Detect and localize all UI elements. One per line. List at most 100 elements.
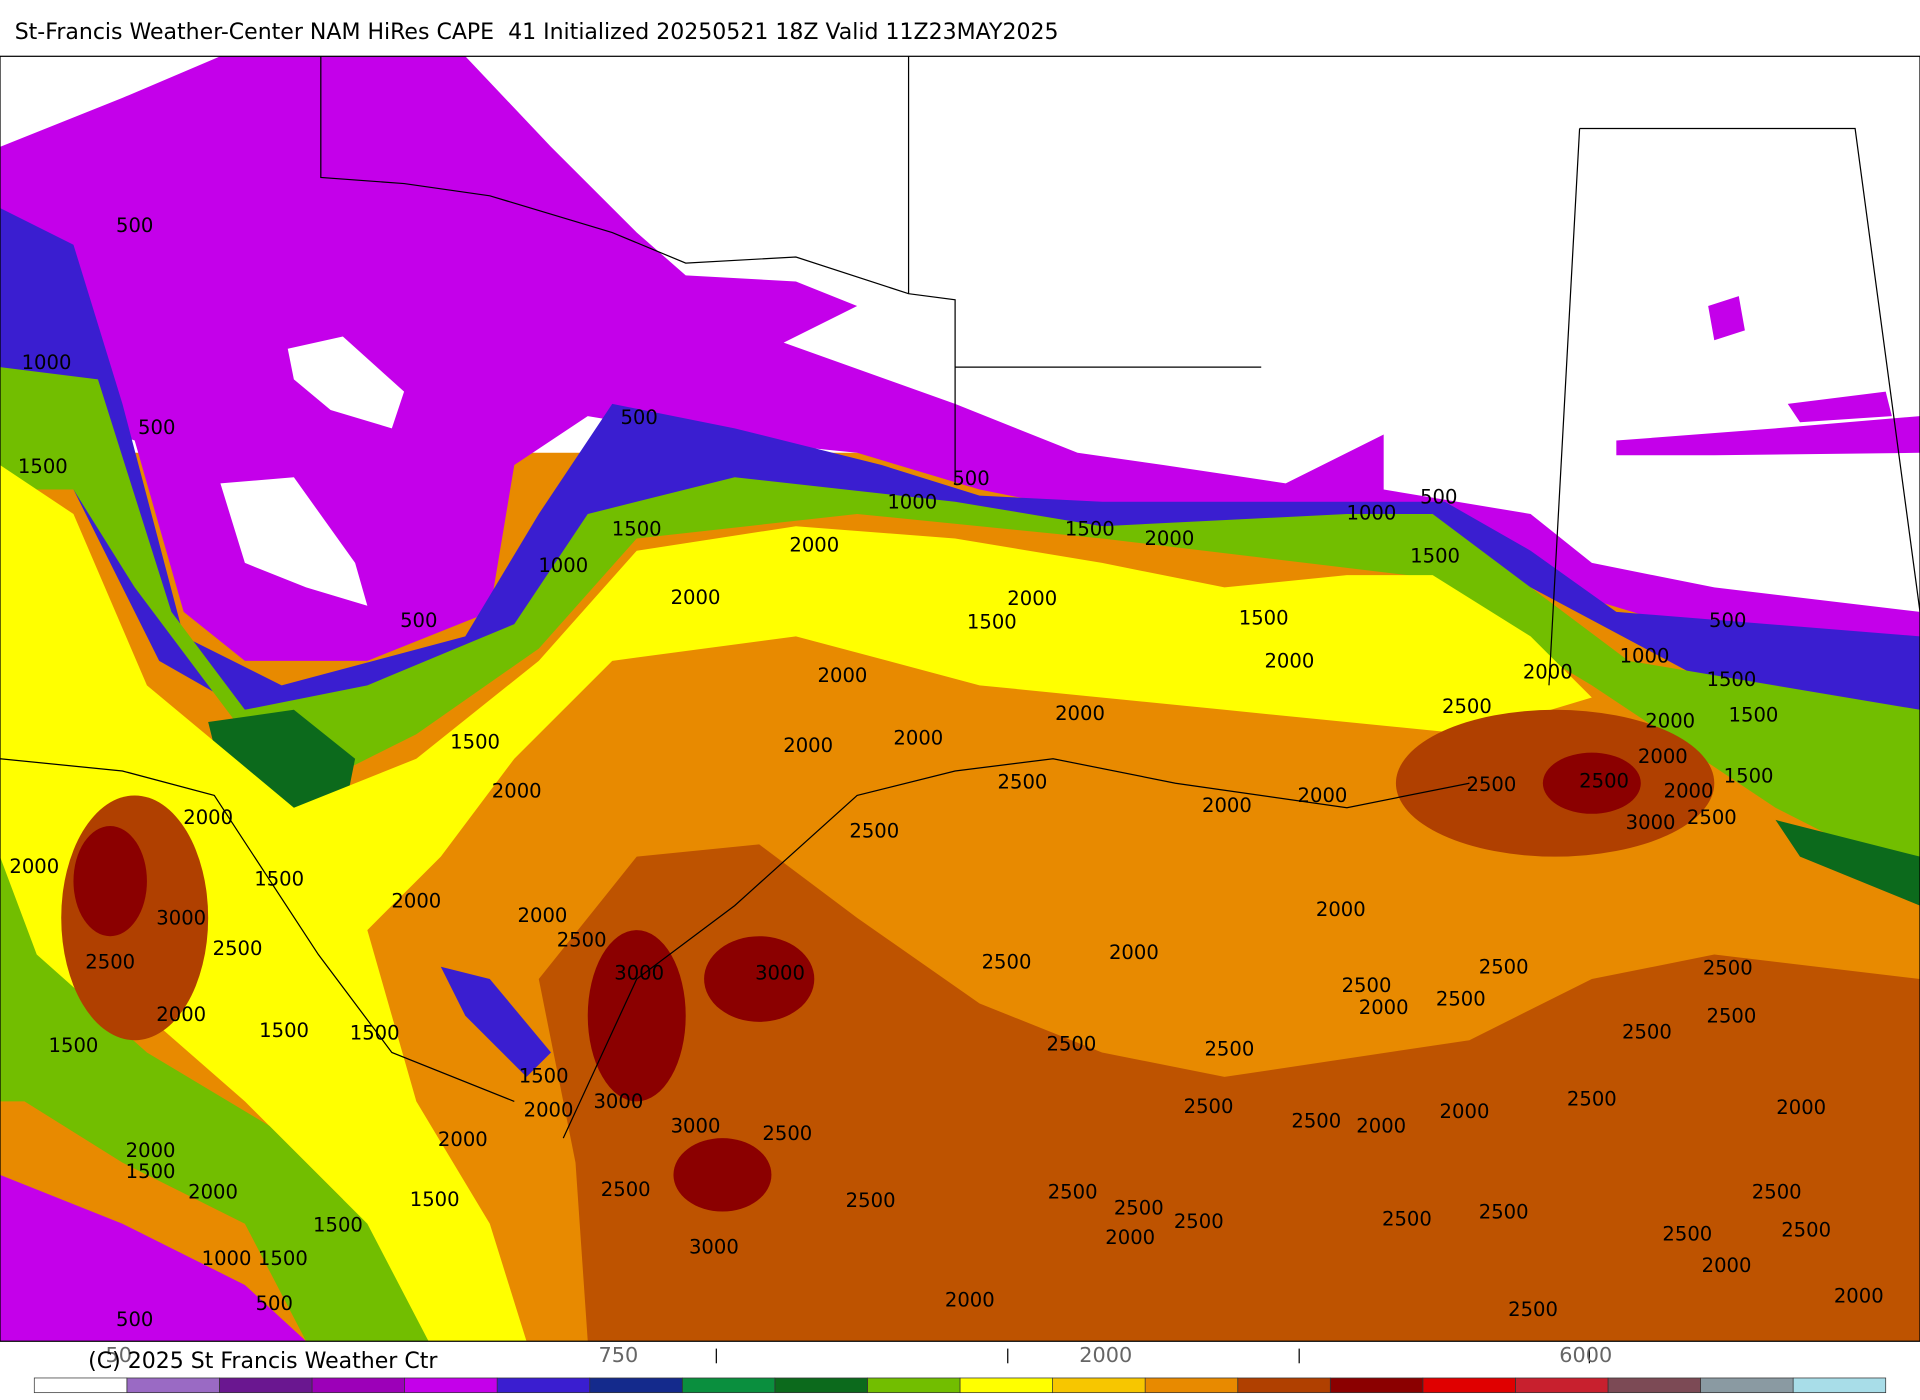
contour-label: 1500 (1729, 703, 1779, 726)
contour-label: 500 (256, 1292, 293, 1315)
contour-label: 1500 (350, 1022, 400, 1045)
contour-label: 1500 (126, 1160, 176, 1183)
colorbar-swatch (959, 1377, 1053, 1394)
red-patch (1542, 752, 1641, 814)
colorbar-swatch (33, 1377, 128, 1394)
contour-label: 2500 (1622, 1020, 1672, 1043)
contour-label: 2000 (126, 1139, 176, 1162)
contour-label: 2000 (1109, 941, 1159, 964)
contour-label: 1500 (612, 517, 662, 540)
contour-label: 500 (1709, 609, 1746, 632)
contour-label: 2500 (1508, 1298, 1558, 1321)
contour-label: 2500 (213, 937, 263, 960)
contour-label: 2500 (1114, 1197, 1164, 1220)
colorbar-swatch (1052, 1377, 1146, 1394)
contour-label: 500 (1420, 486, 1457, 509)
contour-label: 2000 (391, 889, 441, 912)
contour-label: 2000 (1055, 702, 1105, 725)
contour-label: 2000 (1144, 527, 1194, 550)
contour-label: 2500 (1579, 769, 1629, 792)
contour-label: 2500 (1442, 695, 1492, 718)
contour-label: 1500 (1707, 668, 1757, 691)
contour-label: 3000 (156, 907, 206, 930)
contour-label: 2000 (1105, 1226, 1155, 1249)
contour-label: 2000 (1264, 650, 1314, 673)
contour-label: 2000 (438, 1128, 488, 1151)
contour-label: 1500 (254, 867, 304, 890)
contour-label: 1000 (202, 1247, 252, 1270)
colorbar-swatch (404, 1377, 498, 1394)
contour-label: 2000 (1356, 1115, 1406, 1138)
contour-label: 3000 (689, 1236, 739, 1259)
colorbar-label: 2000 (1079, 1343, 1132, 1367)
contour-label: 2000 (1834, 1285, 1884, 1308)
red-patch (587, 930, 686, 1102)
contour-label: 2500 (762, 1122, 812, 1145)
contour-label: 1500 (410, 1188, 460, 1211)
contour-label: 1000 (22, 351, 72, 374)
contour-label: 500 (116, 214, 153, 237)
white-patch (220, 336, 405, 606)
contour-label: 1500 (1410, 544, 1460, 567)
contour-label: 2000 (671, 586, 721, 609)
contour-label: 3000 (671, 1115, 721, 1138)
contour-label: 2000 (524, 1099, 574, 1122)
contour-label: 2500 (1567, 1088, 1617, 1111)
contour-label: 500 (400, 609, 437, 632)
contour-label: 2000 (1007, 587, 1057, 610)
contour-label: 2500 (1382, 1208, 1432, 1231)
contour-label: 2500 (1662, 1222, 1712, 1245)
contour-label: 1500 (519, 1064, 569, 1087)
contour-label: 2500 (557, 929, 607, 952)
contour-label: 3000 (614, 962, 664, 985)
contour-label: 2000 (156, 1003, 206, 1026)
yellow-band (0, 465, 1592, 1342)
colorbar-swatch (1144, 1377, 1239, 1394)
colorbar-swatch (1329, 1377, 1424, 1394)
red-patch (73, 826, 147, 937)
contour-label: 1000 (887, 490, 937, 513)
contour-label: 2500 (849, 820, 899, 843)
purple-corner (0, 1174, 307, 1342)
contour-label: 3000 (755, 962, 805, 985)
contour-label: 2500 (1342, 974, 1392, 997)
contour-label: 1500 (1239, 607, 1289, 630)
contour-label: 2500 (1436, 987, 1486, 1010)
colorbar-swatch (1237, 1377, 1331, 1394)
contour-label: 3000 (1626, 811, 1676, 834)
map: 5001000500150050010005001500200020005001… (0, 55, 1920, 1342)
colorbar-label: 6000 (1559, 1343, 1612, 1367)
contour-label: 500 (620, 406, 657, 429)
contour-label: 1500 (259, 1019, 309, 1042)
contour-label: 2000 (1523, 661, 1573, 684)
contour-label: 2500 (1703, 957, 1753, 980)
title: St-Francis Weather-Center NAM HiRes CAPE… (15, 20, 1059, 45)
contour-label: 1500 (18, 455, 68, 478)
colorbar-swatch (1515, 1377, 1609, 1394)
contour-label: 1000 (1620, 645, 1670, 668)
contour-label: 2500 (1291, 1110, 1341, 1133)
brown-area (538, 844, 1920, 1342)
blue-patch (440, 966, 552, 1077)
boundary-line (0, 56, 1920, 1139)
contour-label: 2000 (783, 734, 833, 757)
green-band (0, 367, 1920, 882)
contour-label: 2500 (1048, 1181, 1098, 1204)
contour-label: 3000 (593, 1090, 643, 1113)
colorbar-swatch (589, 1377, 683, 1394)
contour-label: 2000 (1359, 996, 1409, 1019)
contour-label: 2000 (893, 727, 943, 750)
contour-label: 2500 (982, 951, 1032, 974)
contour-label: 2500 (1781, 1219, 1831, 1242)
contour-label: 1500 (313, 1214, 363, 1237)
colorbar-swatch (681, 1377, 776, 1394)
contour-label: 2500 (1752, 1181, 1802, 1204)
contour-label: 2000 (945, 1288, 995, 1311)
contour-label: 2000 (1664, 779, 1714, 802)
contour-label: 2000 (1316, 898, 1366, 921)
green-coast-band (0, 856, 429, 1342)
contour-label: 2500 (1479, 956, 1529, 979)
colorbar-swatch (126, 1377, 220, 1394)
